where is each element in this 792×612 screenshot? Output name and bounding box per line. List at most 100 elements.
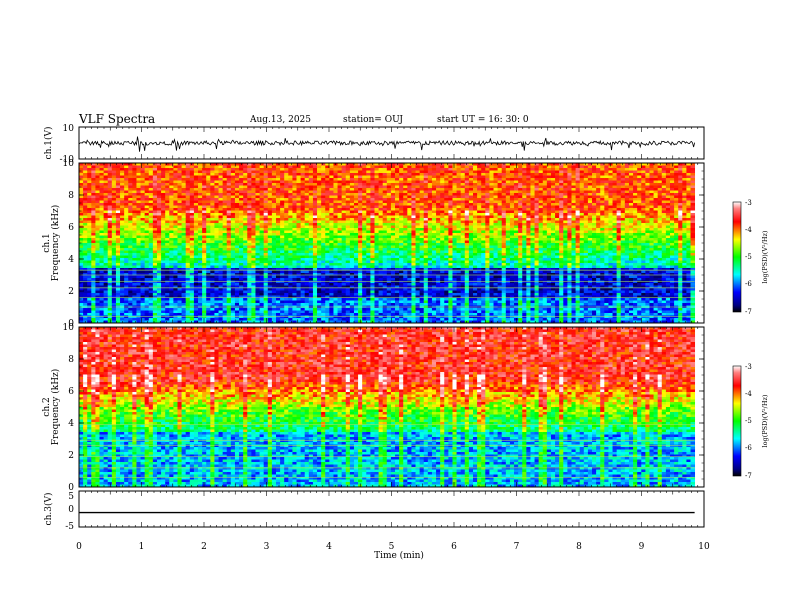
- spectrogram-cell: [202, 248, 207, 251]
- spectrogram-cell: [325, 185, 330, 189]
- spectrogram-cell: [202, 195, 207, 199]
- spectrogram-cell: [111, 263, 117, 266]
- spectrogram-cell: [140, 273, 146, 276]
- spectrogram-cell: [271, 248, 277, 251]
- spectrogram-cell: [308, 278, 314, 281]
- spectrogram-cell: [198, 220, 203, 224]
- spectrogram-cell: [362, 223, 367, 226]
- spectrogram-cell: [284, 208, 289, 211]
- spectrogram-cell: [271, 238, 277, 241]
- spectrogram-cell: [115, 293, 121, 296]
- spectrogram-cell: [267, 185, 273, 189]
- spectrogram-cell: [222, 245, 228, 249]
- spectrogram-cell: [156, 300, 162, 304]
- spectrogram-cell: [267, 183, 273, 186]
- spectrogram-cell: [161, 223, 166, 226]
- spectrogram-cell: [321, 218, 326, 221]
- spectrogram-cell: [312, 185, 318, 189]
- spectrogram-cell: [259, 233, 265, 236]
- spectrogram-cell: [128, 295, 133, 299]
- spectrogram-cell: [276, 260, 281, 264]
- spectrogram-cell: [276, 233, 281, 236]
- spectrogram-cell: [210, 215, 215, 219]
- spectrogram-cell: [206, 268, 211, 271]
- spectrogram-cell: [161, 180, 166, 184]
- spectrogram-cell: [185, 168, 191, 171]
- spectrogram-cell: [263, 173, 269, 176]
- spectrogram-cell: [333, 178, 338, 181]
- spectrogram-cell: [308, 265, 314, 269]
- spectrogram-cell: [198, 258, 203, 261]
- spectrogram-cell: [345, 265, 351, 269]
- spectrogram-cell: [198, 218, 203, 221]
- spectrogram-cell: [177, 255, 182, 259]
- spectrogram-cell: [358, 223, 363, 226]
- spectrogram-cell: [267, 318, 273, 321]
- spectrogram-cell: [181, 173, 187, 176]
- spectrogram-cell: [115, 308, 121, 311]
- spectrogram-cell: [239, 180, 244, 184]
- spectrogram-cell: [79, 318, 84, 321]
- spectrogram-cell: [284, 283, 289, 286]
- spectrogram-cell: [300, 293, 306, 296]
- spectrogram-cell: [124, 240, 129, 244]
- spectrogram-cell: [234, 195, 240, 199]
- spectrogram-cell: [292, 228, 297, 231]
- spectrogram-cell: [181, 175, 187, 179]
- spectrogram-cell: [317, 213, 322, 216]
- spectrogram-cell: [300, 263, 306, 266]
- spectrogram-cell: [362, 200, 367, 204]
- spectrogram-cell: [222, 260, 228, 264]
- spectrogram-cell: [136, 293, 141, 296]
- spectrogram-cell: [271, 270, 277, 274]
- spectrogram-cell: [140, 308, 146, 311]
- spectrogram-cell: [181, 298, 187, 301]
- spectrogram-cell: [87, 228, 92, 231]
- spectrogram-cell: [198, 213, 203, 216]
- spectrogram-cell: [341, 288, 347, 291]
- spectrogram-cell: [198, 203, 203, 206]
- spectrogram-cell: [292, 245, 297, 249]
- spectrogram-cell: [255, 178, 260, 181]
- spectrogram-cell: [337, 203, 343, 206]
- spectrogram-cell: [292, 195, 297, 199]
- spectrogram-cell: [255, 185, 260, 189]
- spectrogram-cell: [329, 293, 334, 296]
- spectrogram-cell: [165, 308, 170, 311]
- spectrogram-cell: [198, 310, 203, 314]
- spectrogram-cell: [107, 238, 113, 241]
- spectrogram-cell: [95, 180, 100, 184]
- spectrogram-cell: [198, 265, 203, 269]
- spectrogram-cell: [341, 180, 347, 184]
- spectrogram-cell: [284, 183, 289, 186]
- spectrogram-cell: [251, 278, 256, 281]
- spectrogram-cell: [267, 300, 273, 304]
- spectrogram-cell: [202, 308, 207, 311]
- spectrogram-cell: [321, 230, 326, 234]
- spectrogram-cell: [128, 303, 133, 306]
- spectrogram-cell: [152, 173, 158, 176]
- spectrogram-cell: [173, 253, 178, 256]
- spectrogram-cell: [358, 228, 363, 231]
- spectrogram-cell: [218, 268, 224, 271]
- spectrogram-cell: [91, 235, 96, 239]
- spectrogram-cell: [239, 218, 244, 221]
- spectrogram-cell: [296, 218, 302, 221]
- spectrogram-cell: [251, 253, 256, 256]
- spectrogram-cell: [366, 258, 371, 261]
- spectrogram-cell: [345, 270, 351, 274]
- spectrogram-cell: [341, 293, 347, 296]
- spectrogram-cell: [222, 293, 228, 296]
- spectrogram-cell: [120, 318, 125, 321]
- spectrogram-cell: [99, 283, 105, 286]
- spectrogram-cell: [267, 218, 273, 221]
- spectrogram-cell: [152, 268, 158, 271]
- spectrogram-cell: [374, 313, 379, 316]
- spectrogram-cell: [345, 313, 351, 316]
- spectrogram-cell: [255, 288, 260, 291]
- spectrogram-cell: [202, 193, 207, 196]
- spectrogram-cell: [206, 230, 211, 234]
- spectrogram-cell: [165, 253, 170, 256]
- spectrogram-cell: [99, 298, 105, 301]
- spectrogram-cell: [226, 168, 232, 171]
